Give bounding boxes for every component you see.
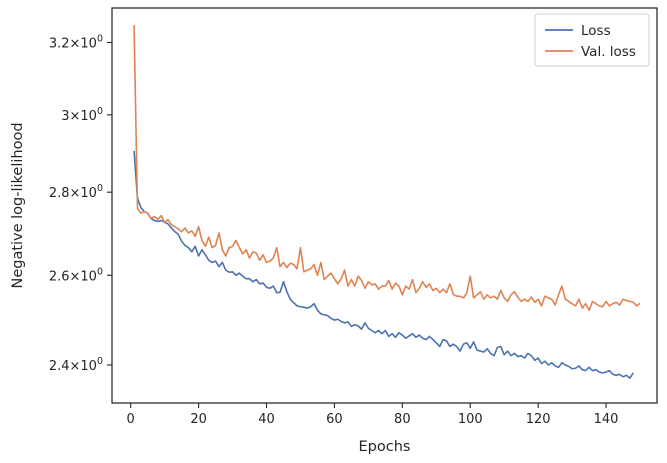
x-tick-label: 40 (258, 412, 275, 427)
plot-lines (133, 25, 641, 379)
x-tick-label: 80 (394, 412, 411, 427)
x-axis-label: Epochs (359, 439, 411, 455)
x-tick-label: 20 (190, 412, 207, 427)
y-tick-label: 2.6×100 (49, 266, 103, 284)
x-tick-label: 60 (326, 412, 343, 427)
legend: Loss Val. loss (534, 13, 650, 67)
x-axis: 0 20 40 60 80 100 120 140 (127, 403, 619, 427)
x-tick-label: 0 (127, 412, 135, 427)
series-line-1 (133, 150, 634, 379)
y-axis: 2.4×100 2.6×100 2.8×100 3×100 3.2×100 (49, 33, 112, 374)
series-line-2 (133, 25, 641, 312)
x-tick-label: 100 (458, 412, 483, 427)
y-tick-label: 2.8×100 (49, 183, 103, 201)
y-tick-label: 3×100 (61, 106, 103, 124)
y-tick-label: 2.4×100 (49, 356, 103, 374)
legend-entry-label: Val. loss (581, 44, 636, 60)
y-tick-label: 3.2×100 (49, 33, 103, 51)
legend-entry-label: Loss (581, 23, 611, 39)
y-axis-label: Negative log-likelihood (10, 122, 26, 288)
x-tick-label: 140 (594, 412, 619, 427)
plot-frame (111, 7, 658, 404)
legend-box (534, 13, 650, 67)
x-tick-label: 120 (526, 412, 551, 427)
